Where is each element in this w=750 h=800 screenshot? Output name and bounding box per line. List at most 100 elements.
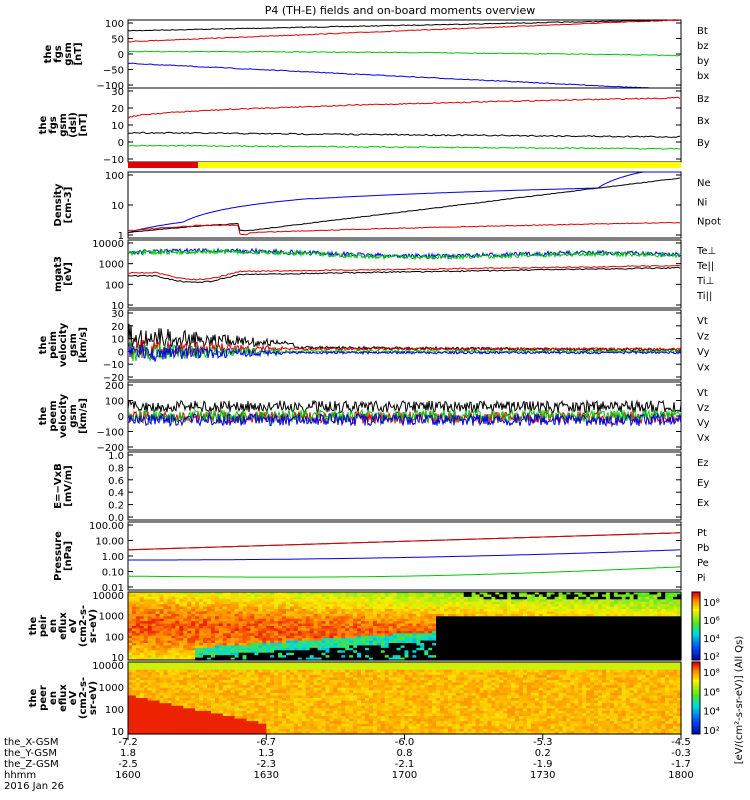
spectrogram-cell bbox=[483, 635, 489, 639]
spectrogram-cell bbox=[222, 611, 228, 615]
spectrogram-cell bbox=[135, 623, 141, 627]
spectrogram-cell bbox=[542, 601, 548, 605]
spectrogram-cell bbox=[203, 674, 208, 679]
spectrogram-cell bbox=[238, 674, 244, 679]
spectrogram-cell bbox=[637, 618, 643, 622]
spectrogram-cell bbox=[447, 652, 453, 656]
spectrogram-cell bbox=[345, 611, 350, 615]
spectrogram-cell bbox=[135, 592, 141, 596]
spectrogram-cell bbox=[337, 645, 342, 649]
spectrogram-cell bbox=[404, 623, 410, 627]
spectrogram-cell bbox=[143, 592, 149, 596]
spectrogram-cell bbox=[432, 594, 437, 598]
y-axis-label: the bbox=[43, 44, 54, 63]
spectrogram-cell bbox=[222, 705, 228, 709]
spectrogram-cell bbox=[669, 645, 674, 649]
spectrogram-cell bbox=[491, 633, 496, 637]
spectrogram-cell bbox=[210, 713, 216, 717]
spectrogram-cell bbox=[365, 657, 370, 661]
spectrogram-cell bbox=[171, 628, 176, 632]
spectrogram-cell bbox=[147, 643, 153, 647]
spectrogram-cell bbox=[384, 638, 390, 642]
spectrogram-cell bbox=[226, 630, 232, 634]
spectrogram-cell bbox=[203, 616, 208, 620]
spectrogram-cell bbox=[499, 604, 504, 608]
spectrogram-cell bbox=[226, 592, 232, 596]
spectrogram-cell bbox=[384, 618, 390, 622]
spectrogram-cell bbox=[357, 657, 362, 661]
spectrogram-cell bbox=[523, 592, 528, 596]
spectrogram-cell bbox=[558, 626, 564, 630]
spectrogram-cell bbox=[151, 623, 157, 627]
series-bx bbox=[127, 62, 680, 89]
spectrogram-cell bbox=[400, 652, 406, 656]
spectrogram-cell bbox=[459, 626, 465, 630]
spectrogram-cell bbox=[337, 650, 342, 654]
spectrogram-cell bbox=[420, 592, 425, 596]
spectrogram-cell bbox=[523, 601, 528, 605]
spectrogram-cell bbox=[428, 606, 433, 610]
spectrogram-cell bbox=[673, 635, 678, 639]
spectrogram-cell bbox=[325, 635, 331, 639]
y-axis-label: (dsl) bbox=[68, 112, 79, 138]
spectrogram-cell bbox=[203, 690, 208, 694]
spectrogram-cell bbox=[187, 592, 192, 596]
spectrogram-cell bbox=[167, 626, 173, 630]
spectrogram-cell bbox=[503, 626, 508, 630]
spectrogram-cell bbox=[222, 708, 228, 712]
spectrogram-cell bbox=[526, 601, 532, 605]
spectrogram-cell bbox=[467, 655, 473, 659]
spectrogram-cell bbox=[594, 650, 599, 654]
spectrogram-cell bbox=[598, 655, 603, 659]
spectrogram-cell bbox=[143, 728, 149, 733]
spectrogram-cell bbox=[274, 623, 279, 627]
spectrogram-cell bbox=[305, 621, 311, 625]
spectrogram-cell bbox=[444, 616, 449, 620]
spectrogram-cell bbox=[139, 726, 145, 730]
spectrogram-cell bbox=[641, 652, 647, 656]
spectrogram-cell bbox=[210, 705, 216, 709]
spectrogram-cell bbox=[511, 609, 516, 613]
spectrogram-cell bbox=[404, 652, 410, 656]
spectrogram-cell bbox=[230, 655, 236, 659]
spectrogram-cell bbox=[495, 633, 500, 637]
spectrogram-cell bbox=[353, 638, 358, 642]
spectrogram-cell bbox=[293, 638, 299, 642]
spectrogram-cell bbox=[226, 685, 232, 689]
spectrogram-cell bbox=[147, 638, 153, 642]
spectrogram-cell bbox=[594, 616, 599, 620]
spectrogram-cell bbox=[523, 623, 528, 627]
spectrogram-cell bbox=[546, 604, 552, 608]
spectrogram-cell bbox=[337, 601, 342, 605]
spectrogram-cell bbox=[139, 657, 145, 661]
spectrogram-cell bbox=[609, 638, 615, 642]
spectrogram-cell bbox=[542, 611, 548, 615]
spectrogram-cell bbox=[337, 630, 342, 634]
spectrogram-cell bbox=[633, 633, 639, 637]
spectrogram-cell bbox=[159, 705, 165, 709]
spectrogram-cell bbox=[226, 606, 232, 610]
spectrogram-cell bbox=[455, 635, 461, 639]
spectrogram-cell bbox=[641, 645, 647, 649]
spectrogram-cell bbox=[368, 606, 374, 610]
spectrogram-cell bbox=[523, 630, 528, 634]
spectrogram-cell bbox=[677, 630, 682, 634]
spectrogram-cell bbox=[139, 685, 145, 689]
spectrogram-cell bbox=[436, 621, 441, 625]
spectrogram-cell bbox=[558, 657, 564, 661]
spectrogram-cell bbox=[487, 628, 492, 632]
spectrogram-cell bbox=[661, 643, 666, 647]
spectrogram-cell bbox=[289, 647, 295, 651]
spectrogram-cell bbox=[199, 672, 204, 676]
spectrogram-cell bbox=[155, 692, 161, 697]
spectrogram-cell bbox=[139, 652, 145, 656]
spectrogram-cell bbox=[214, 667, 220, 671]
spectrogram-cell bbox=[313, 650, 319, 654]
series-Pi bbox=[128, 549, 681, 561]
spectrogram-cell bbox=[503, 599, 508, 603]
spectrogram-cell bbox=[582, 613, 587, 617]
spectrogram-cell bbox=[669, 657, 674, 661]
spectrogram-cell bbox=[266, 633, 271, 637]
spectrogram-cell bbox=[455, 616, 461, 620]
spectrogram-cell bbox=[139, 721, 145, 725]
